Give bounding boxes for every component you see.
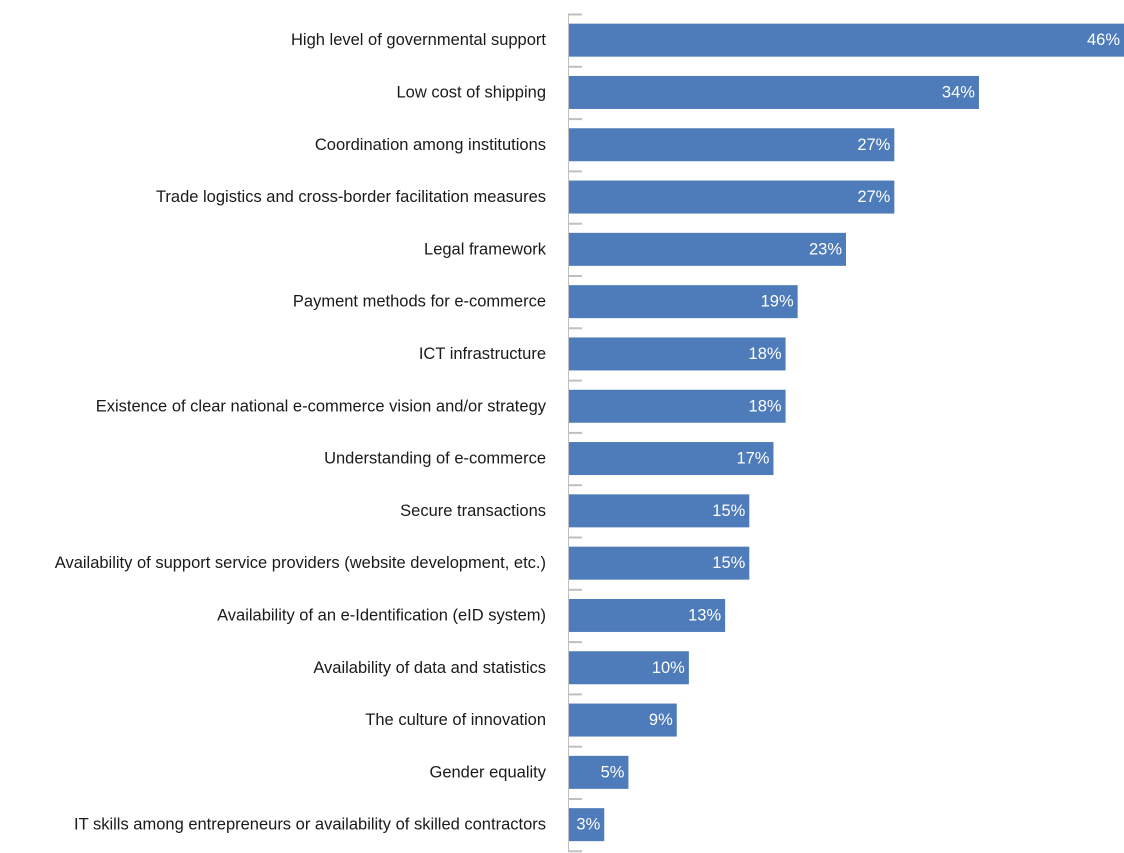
data-label: 18% (749, 345, 782, 363)
data-label: 10% (652, 659, 685, 677)
data-label: 15% (712, 554, 745, 572)
bar (569, 755, 629, 789)
data-label: 5% (601, 763, 625, 781)
category-label: Availability of an e-Identification (eID… (217, 606, 546, 624)
bar (569, 23, 1124, 57)
bar (569, 75, 979, 109)
data-label: 3% (576, 816, 600, 834)
data-label: 23% (809, 240, 842, 258)
category-label: Understanding of e-commerce (324, 450, 546, 468)
category-label: Gender equality (430, 763, 547, 781)
bar (569, 494, 750, 528)
category-label: Low cost of shipping (396, 83, 546, 101)
bar (569, 808, 605, 842)
bars-group (569, 23, 1124, 842)
bar (569, 337, 786, 371)
bar (569, 180, 895, 214)
bar (569, 389, 786, 423)
category-label: Coordination among institutions (315, 136, 546, 154)
category-label: High level of governmental support (291, 31, 546, 49)
data-label: 15% (712, 502, 745, 520)
bar (569, 442, 774, 476)
category-label: Legal framework (424, 240, 547, 258)
bar (569, 232, 846, 266)
category-label: IT skills among entrepreneurs or availab… (74, 816, 546, 834)
bar (569, 651, 689, 685)
data-label: 19% (761, 293, 794, 311)
data-label: 13% (688, 606, 721, 624)
category-label: Trade logistics and cross-border facilit… (156, 188, 546, 206)
category-label: Payment methods for e-commerce (293, 293, 546, 311)
bar (569, 598, 726, 632)
data-label: 27% (857, 188, 890, 206)
category-axis (568, 13, 582, 853)
data-label: 9% (649, 711, 673, 729)
data-label: 17% (736, 450, 769, 468)
category-label: Availability of data and statistics (313, 659, 546, 677)
data-label: 34% (942, 83, 975, 101)
data-label: 18% (749, 397, 782, 415)
category-label: Availability of support service provider… (55, 554, 546, 572)
bar (569, 128, 895, 162)
category-labels-group: High level of governmental support Low co… (55, 31, 547, 834)
category-label: ICT infrastructure (419, 345, 546, 363)
category-label: The culture of innovation (365, 711, 546, 729)
bar (569, 546, 750, 580)
data-labels-group: 46% 34% 27% 27% 23% 19% 18% 18% 17% 15% 15% 13% 10% 9… (576, 31, 1120, 834)
category-label: Existence of clear national e-commerce v… (96, 397, 547, 415)
category-label: Secure transactions (400, 502, 546, 520)
bar (569, 703, 677, 737)
data-label: 27% (857, 136, 890, 154)
data-label: 46% (1087, 31, 1120, 49)
bar (569, 285, 798, 319)
